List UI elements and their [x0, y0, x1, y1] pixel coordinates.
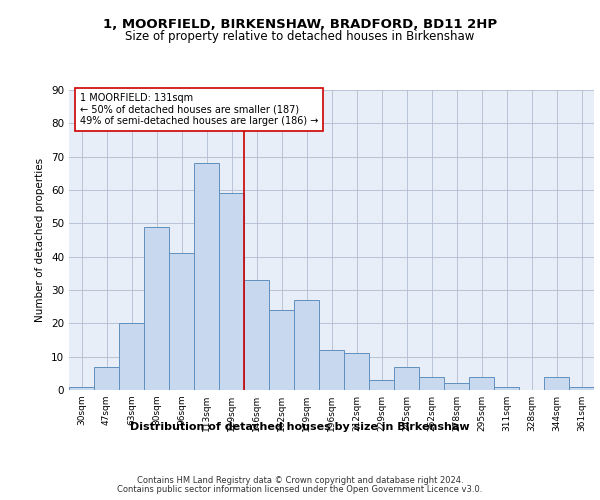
Bar	[244, 280, 269, 390]
Text: 1, MOORFIELD, BIRKENSHAW, BRADFORD, BD11 2HP: 1, MOORFIELD, BIRKENSHAW, BRADFORD, BD11…	[103, 18, 497, 30]
Bar	[469, 376, 494, 390]
Text: Contains HM Land Registry data © Crown copyright and database right 2024.: Contains HM Land Registry data © Crown c…	[137, 476, 463, 485]
Bar	[169, 254, 194, 390]
Bar	[394, 366, 419, 390]
Text: Distribution of detached houses by size in Birkenshaw: Distribution of detached houses by size …	[130, 422, 470, 432]
Bar	[494, 386, 519, 390]
Bar	[344, 354, 369, 390]
Text: 1 MOORFIELD: 131sqm
← 50% of detached houses are smaller (187)
49% of semi-detac: 1 MOORFIELD: 131sqm ← 50% of detached ho…	[79, 93, 318, 126]
Bar	[569, 386, 594, 390]
Bar	[94, 366, 119, 390]
Bar	[119, 324, 144, 390]
Bar	[544, 376, 569, 390]
Bar	[194, 164, 219, 390]
Bar	[219, 194, 244, 390]
Bar	[319, 350, 344, 390]
Bar	[419, 376, 444, 390]
Text: Contains public sector information licensed under the Open Government Licence v3: Contains public sector information licen…	[118, 485, 482, 494]
Bar	[69, 386, 94, 390]
Bar	[269, 310, 294, 390]
Bar	[294, 300, 319, 390]
Bar	[369, 380, 394, 390]
Bar	[444, 384, 469, 390]
Y-axis label: Number of detached properties: Number of detached properties	[35, 158, 46, 322]
Bar	[144, 226, 169, 390]
Text: Size of property relative to detached houses in Birkenshaw: Size of property relative to detached ho…	[125, 30, 475, 43]
